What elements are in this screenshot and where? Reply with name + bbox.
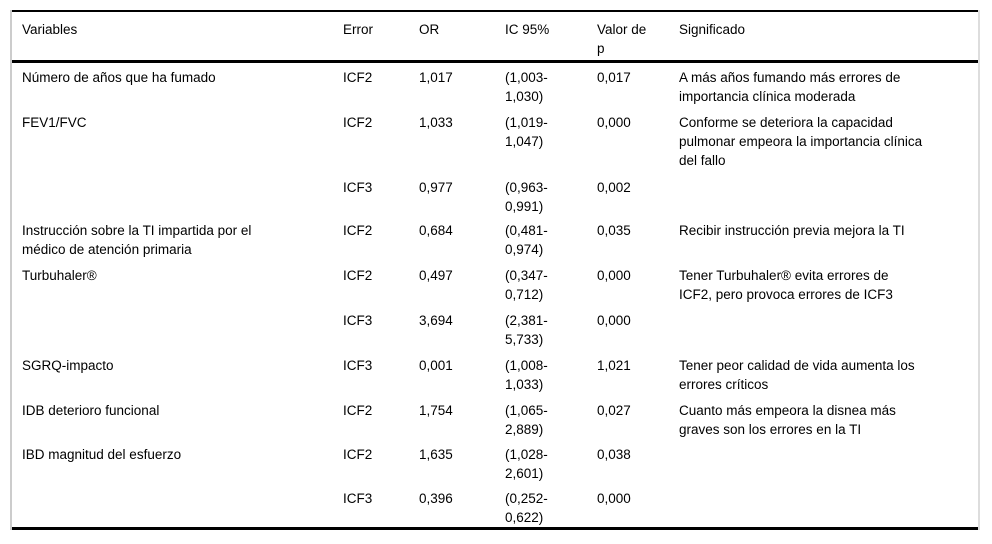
cell-error: ICF3 xyxy=(343,491,373,506)
column-header-significado: Significado xyxy=(679,11,978,63)
table-row: IBD magnitud del esfuerzo ICF2 1,635 (1,… xyxy=(12,440,978,484)
cell-variable: Número de años que ha fumado xyxy=(22,69,216,85)
cell-or: 1,017 xyxy=(419,69,453,85)
cell-or: 1,033 xyxy=(419,115,453,130)
cell-ic95: (2,381-5,733) xyxy=(505,313,548,347)
cell-valor-p: 0,000 xyxy=(597,313,631,328)
column-header-variables: Variables xyxy=(12,11,343,63)
cell-error: ICF2 xyxy=(343,447,373,462)
cell-ic95: (0,481-0,974) xyxy=(505,223,548,257)
cell-variable: Turbuhaler® xyxy=(22,268,97,283)
cell-error: ICF2 xyxy=(343,403,373,418)
table-row: IDB deterioro funcional ICF2 1,754 (1,06… xyxy=(12,396,978,440)
cell-significado: Cuanto más empeora la disnea más graves … xyxy=(679,403,896,437)
cell-valor-p: 0,000 xyxy=(597,115,631,130)
cell-significado xyxy=(679,484,978,529)
cell-significado xyxy=(679,306,978,351)
cell-or: 0,001 xyxy=(419,358,453,373)
cell-ic95: (0,963-0,991) xyxy=(505,180,548,214)
cell-or: 1,754 xyxy=(419,403,453,418)
column-header-error: Error xyxy=(343,11,419,63)
table-row: Número de años que ha fumado ICF2 1,017 … xyxy=(12,61,978,108)
cell-error: ICF3 xyxy=(343,313,373,328)
cell-variable xyxy=(12,306,343,351)
results-table-container: Variables Error OR IC 95% Valor de p Sig… xyxy=(10,10,980,530)
cell-valor-p: 1,021 xyxy=(597,358,631,373)
cell-or: 0,684 xyxy=(419,223,453,238)
cell-error: ICF2 xyxy=(343,268,373,283)
cell-valor-p: 0,002 xyxy=(597,180,631,195)
column-header-ic95: IC 95% xyxy=(505,11,597,63)
cell-or: 0,497 xyxy=(419,268,453,283)
cell-ic95: (0,252-0,622) xyxy=(505,491,548,525)
cell-significado: Tener Turbuhaler® evita errores de ICF2,… xyxy=(679,268,893,302)
results-table: Variables Error OR IC 95% Valor de p Sig… xyxy=(12,10,978,530)
cell-error: ICF3 xyxy=(343,180,373,195)
table-row: SGRQ-impacto ICF3 0,001 (1,008-1,033) 1,… xyxy=(12,351,978,396)
cell-ic95: (1,019-1,047) xyxy=(505,115,548,149)
cell-valor-p: 0,017 xyxy=(597,69,631,85)
table-row: ICF3 3,694 (2,381-5,733) 0,000 xyxy=(12,306,978,351)
cell-variable xyxy=(12,484,343,529)
cell-ic95: (1,028-2,601) xyxy=(505,447,548,481)
cell-significado: A más años fumando más errores de import… xyxy=(679,69,901,104)
cell-error: ICF2 xyxy=(343,69,373,85)
cell-valor-p: 0,000 xyxy=(597,268,631,283)
table-row: Instrucción sobre la TI impartida por el… xyxy=(12,216,978,261)
cell-variable: FEV1/FVC xyxy=(22,115,87,130)
cell-error: ICF3 xyxy=(343,358,373,373)
cell-significado: Tener peor calidad de vida aumenta los e… xyxy=(679,358,915,392)
table-row: ICF3 0,396 (0,252-0,622) 0,000 xyxy=(12,484,978,529)
table-row: FEV1/FVC ICF2 1,033 (1,019-1,047) 0,000 … xyxy=(12,108,978,173)
cell-variable: IDB deterioro funcional xyxy=(22,403,160,418)
cell-or: 3,694 xyxy=(419,313,453,328)
cell-significado: Conforme se deteriora la capacidad pulmo… xyxy=(679,115,923,168)
cell-ic95: (1,008-1,033) xyxy=(505,358,548,392)
column-header-or: OR xyxy=(419,11,505,63)
cell-valor-p: 0,038 xyxy=(597,447,631,462)
cell-error: ICF2 xyxy=(343,115,373,130)
cell-valor-p: 0,035 xyxy=(597,223,631,238)
cell-variable: Instrucción sobre la TI impartida por el… xyxy=(22,223,252,257)
cell-significado xyxy=(679,440,978,484)
header-row: Variables Error OR IC 95% Valor de p Sig… xyxy=(12,11,978,63)
column-header-valor-p: Valor de p xyxy=(597,11,679,63)
cell-or: 0,977 xyxy=(419,180,453,195)
cell-variable xyxy=(12,173,343,216)
cell-variable: IBD magnitud del esfuerzo xyxy=(22,447,182,462)
cell-variable: SGRQ-impacto xyxy=(22,358,114,373)
cell-valor-p: 0,027 xyxy=(597,403,631,418)
cell-error: ICF2 xyxy=(343,223,373,238)
cell-significado: Recibir instrucción previa mejora la TI xyxy=(679,223,905,238)
cell-or: 1,635 xyxy=(419,447,453,462)
cell-ic95: (1,065-2,889) xyxy=(505,403,548,437)
table-row: ICF3 0,977 (0,963-0,991) 0,002 xyxy=(12,173,978,216)
table-row: Turbuhaler® ICF2 0,497 (0,347-0,712) 0,0… xyxy=(12,261,978,306)
cell-valor-p: 0,000 xyxy=(597,491,631,506)
cell-significado xyxy=(679,173,978,216)
cell-ic95: (0,347-0,712) xyxy=(505,268,548,302)
cell-ic95: (1,003-1,030) xyxy=(505,69,548,104)
cell-or: 0,396 xyxy=(419,491,453,506)
